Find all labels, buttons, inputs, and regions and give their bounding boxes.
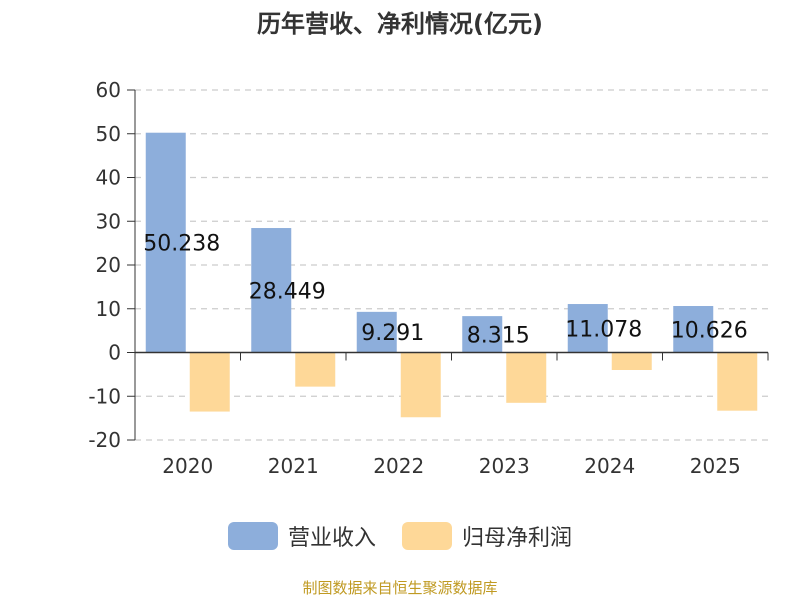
legend-swatch-revenue	[227, 522, 278, 550]
bar-revenue-2022	[356, 311, 397, 353]
legend-label-revenue: 营业收入	[287, 526, 376, 551]
data-label-revenue-2024: 11.078	[565, 317, 642, 342]
bar-revenue-2023	[462, 316, 503, 353]
y-tick-label: 20	[96, 253, 121, 277]
bar-profit-2021	[295, 352, 336, 387]
y-tick-label: 10	[96, 297, 121, 321]
x-tick-label-2024: 2024	[584, 454, 635, 478]
bar-revenue-2025	[673, 306, 714, 353]
bar-revenue-2024	[567, 304, 608, 353]
axes: 60 50 40 30 20 10 0 -10 -20 2020 2021 2022 2023 2024 2…	[88, 78, 769, 478]
bars	[145, 132, 758, 418]
y-tick-label: 0	[108, 341, 121, 365]
y-tick-label: -10	[88, 384, 121, 408]
legend: 营业收入 归母净利润	[0, 520, 800, 552]
y-tick-label: 40	[96, 166, 121, 190]
y-tick-label: -20	[88, 428, 121, 452]
data-labels: 50.238 28.449 9.291 8.315 11.078 10.626	[143, 232, 747, 349]
bar-revenue-2020	[145, 132, 186, 353]
y-tick-label: 50	[96, 122, 121, 146]
data-label-revenue-2025: 10.626	[671, 318, 748, 343]
chart-title: 历年营收、净利情况(亿元)	[257, 10, 543, 38]
legend-item-revenue[interactable]: 营业收入	[227, 520, 376, 552]
data-source-note: 制图数据来自恒生聚源数据库	[302, 579, 498, 597]
bar-profit-2020	[189, 352, 230, 412]
bar-revenue-2021	[251, 228, 292, 353]
x-tick-label-2025: 2025	[690, 454, 741, 478]
legend-item-profit[interactable]: 归母净利润	[402, 520, 572, 552]
x-tick-label-2021: 2021	[268, 454, 319, 478]
bar-profit-2023	[506, 352, 547, 403]
y-tick-label: 60	[96, 78, 121, 102]
data-label-revenue-2021: 28.449	[249, 279, 326, 304]
bar-profit-2025	[717, 352, 758, 411]
grid-lines	[135, 89, 768, 441]
data-label-revenue-2022: 9.291	[361, 321, 424, 346]
legend-label-profit: 归母净利润	[462, 526, 573, 551]
data-label-revenue-2023: 8.315	[467, 323, 530, 348]
x-tick-label-2023: 2023	[479, 454, 530, 478]
bar-profit-2024	[611, 352, 652, 370]
legend-swatch-profit	[402, 522, 452, 550]
bar-profit-2022	[400, 352, 441, 418]
x-tick-label-2020: 2020	[162, 454, 213, 478]
data-label-revenue-2020: 50.238	[143, 232, 220, 257]
y-tick-label: 30	[96, 209, 121, 233]
x-tick-label-2022: 2022	[373, 454, 424, 478]
